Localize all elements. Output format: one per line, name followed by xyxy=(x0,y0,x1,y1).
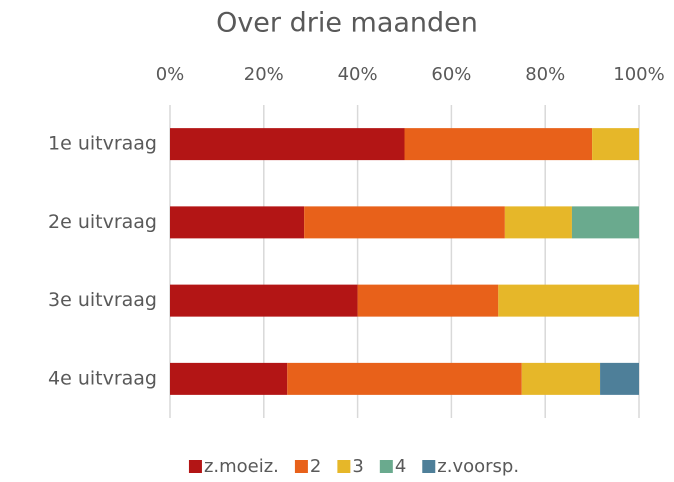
x-tick-label: 20% xyxy=(244,64,284,85)
bar-segment xyxy=(404,128,593,161)
x-tick-label: 80% xyxy=(525,64,565,85)
y-tick-label: 1e uitvraag xyxy=(48,133,157,155)
legend-swatch xyxy=(422,460,436,473)
bar-segment xyxy=(170,362,288,395)
y-tick-label: 3e uitvraag xyxy=(48,289,157,311)
bar-segment xyxy=(170,284,358,317)
legend-swatch xyxy=(188,460,202,473)
legend-label: 2 xyxy=(310,456,321,477)
x-tick-label: 100% xyxy=(613,64,664,85)
legend: z.moeiz. 2 3 4 z.voorsp. xyxy=(188,456,519,477)
legend-label: 4 xyxy=(395,456,406,477)
legend-label: z.voorsp. xyxy=(437,456,519,477)
bar-segment xyxy=(170,128,405,161)
legend-swatch xyxy=(337,460,351,473)
bar-segment xyxy=(357,284,499,317)
bar-segment xyxy=(521,362,601,395)
legend-swatch xyxy=(294,460,308,473)
bar-segment xyxy=(571,206,639,239)
bar-segment xyxy=(498,284,639,317)
bar-segment xyxy=(287,362,522,395)
bar-segment xyxy=(170,206,305,239)
bar-segment xyxy=(600,362,639,395)
bar-segment xyxy=(304,206,505,239)
chart-title: Over drie maanden xyxy=(216,8,478,39)
bar-segment xyxy=(592,128,639,161)
legend-label: 3 xyxy=(352,456,363,477)
x-tick-label: 40% xyxy=(338,64,378,85)
y-tick-label: 2e uitvraag xyxy=(48,211,157,233)
legend-label: z.moeiz. xyxy=(204,456,279,477)
x-tick-label: 60% xyxy=(431,64,471,85)
y-tick-label: 4e uitvraag xyxy=(48,367,157,389)
legend-swatch xyxy=(379,460,393,473)
bar-segment xyxy=(504,206,572,239)
x-tick-label: 0% xyxy=(156,64,185,85)
